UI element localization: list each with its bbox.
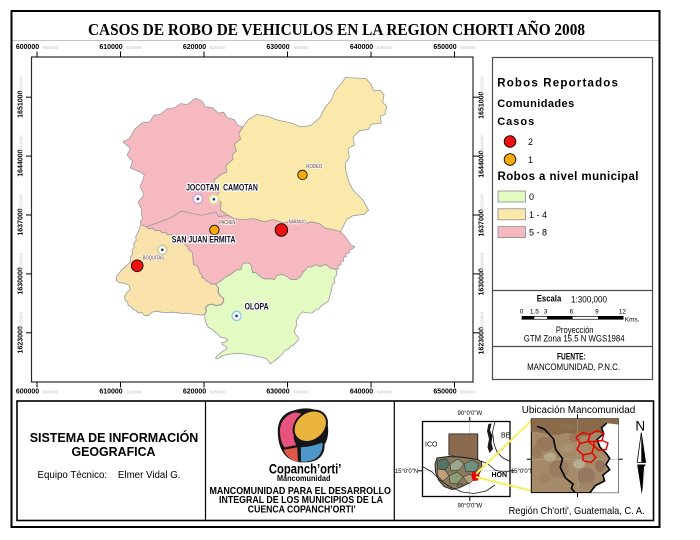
svg-text:0: 0	[529, 192, 534, 202]
svg-text:MANCOMUNIDAD PARA EL DESARROLL: MANCOMUNIDAD PARA EL DESARROLLO	[209, 486, 391, 497]
svg-text:630000: 630000	[293, 45, 309, 50]
svg-text:INTEGRAL DE LOS MUNICIPIOS DE: INTEGRAL DE LOS MUNICIPIOS DE LA	[219, 495, 383, 506]
svg-text:Región Ch'orti', Guatemala, C.: Región Ch'orti', Guatemala, C. A.	[509, 505, 645, 517]
svg-text:610000: 610000	[126, 45, 142, 50]
svg-text:0: 0	[520, 309, 524, 316]
svg-text:1644000: 1644000	[19, 135, 24, 153]
svg-text:HON: HON	[492, 472, 508, 479]
svg-text:Robos a nivel municipal: Robos a nivel municipal	[498, 171, 639, 183]
svg-text:1651000: 1651000	[479, 91, 486, 118]
svg-text:1644000: 1644000	[479, 150, 486, 177]
svg-text:Robos Reportados: Robos Reportados	[497, 77, 618, 89]
svg-text:9: 9	[595, 309, 599, 316]
svg-text:1651000: 1651000	[480, 76, 485, 94]
svg-text:1:300,000: 1:300,000	[571, 295, 607, 306]
svg-text:1651000: 1651000	[18, 90, 25, 117]
svg-text:SAN JUAN ERMITA: SAN JUAN ERMITA	[172, 235, 236, 245]
svg-text:1623000: 1623000	[19, 311, 24, 329]
svg-text:FUENTE:: FUENTE:	[557, 352, 586, 363]
svg-text:CUENCA COPANCH’ORTI’: CUENCA COPANCH’ORTI’	[248, 504, 356, 515]
svg-text:1644000: 1644000	[480, 135, 485, 153]
svg-text:600000: 600000	[16, 44, 39, 51]
svg-text:650000: 650000	[433, 44, 456, 51]
svg-text:Copanch’orti’: Copanch’orti’	[269, 461, 342, 476]
svg-text:Comunidades: Comunidades	[497, 98, 574, 110]
svg-text:1637000: 1637000	[19, 194, 24, 212]
svg-text:GEOGRAFICA: GEOGRAFICA	[72, 445, 156, 459]
svg-text:1630000: 1630000	[480, 253, 485, 271]
svg-text:NARANJO: NARANJO	[289, 219, 306, 225]
svg-text:1: 1	[528, 155, 533, 165]
svg-text:BE: BE	[501, 433, 511, 440]
svg-text:1630000: 1630000	[18, 267, 25, 294]
svg-text:1637000: 1637000	[18, 208, 25, 235]
svg-text:CASOS DE ROBO DE VEHICULOS EN: CASOS DE ROBO DE VEHICULOS EN LA REGION …	[88, 20, 585, 39]
svg-text:600000: 600000	[43, 45, 59, 50]
svg-text:SISTEMA DE INFORMACIÓN: SISTEMA DE INFORMACIÓN	[30, 430, 199, 445]
svg-text:630000: 630000	[266, 389, 289, 396]
svg-text:1644000: 1644000	[18, 149, 25, 176]
svg-text:Escala: Escala	[537, 294, 562, 305]
svg-text:N: N	[635, 419, 645, 434]
svg-text:1 - 4: 1 - 4	[529, 210, 547, 220]
svg-text:620000: 620000	[210, 45, 226, 50]
svg-text:1.5: 1.5	[530, 309, 539, 316]
svg-text:RODEO: RODEO	[306, 164, 322, 170]
svg-text:640000: 640000	[377, 390, 393, 395]
svg-text:12: 12	[619, 309, 627, 316]
svg-text:Kms.: Kms.	[625, 317, 640, 324]
svg-text:610000: 610000	[126, 390, 142, 395]
svg-text:BOQUITAS: BOQUITAS	[143, 255, 165, 261]
svg-text:GTM Zona 15.5 N WGS1984: GTM Zona 15.5 N WGS1984	[524, 333, 625, 344]
svg-text:640000: 640000	[350, 44, 373, 51]
svg-text:OLOPA: OLOPA	[245, 302, 269, 312]
svg-text:1630000: 1630000	[479, 268, 486, 295]
svg-text:PACREN: PACREN	[219, 220, 235, 226]
svg-text:650000: 650000	[460, 390, 476, 395]
svg-text:650000: 650000	[433, 389, 456, 396]
svg-text:90°0'0"W: 90°0'0"W	[457, 411, 482, 417]
svg-text:Mancomunidad: Mancomunidad	[277, 473, 331, 483]
svg-text:620000: 620000	[183, 389, 206, 396]
svg-text:ICO: ICO	[425, 442, 438, 449]
svg-text:MANCOMUNIDAD, P.N.C.: MANCOMUNIDAD, P.N.C.	[527, 362, 620, 373]
svg-text:1623000: 1623000	[480, 311, 485, 329]
svg-text:600000: 600000	[43, 390, 59, 395]
svg-text:Proyección: Proyección	[556, 325, 594, 336]
svg-text:1630000: 1630000	[19, 253, 24, 271]
svg-text:630000: 630000	[266, 44, 289, 51]
svg-text:1623000: 1623000	[479, 327, 486, 354]
svg-text:Casos: Casos	[497, 116, 534, 128]
svg-text:Ubicación Mancomunidad: Ubicación Mancomunidad	[522, 405, 636, 416]
svg-text:1651000: 1651000	[19, 76, 24, 94]
svg-text:1637000: 1637000	[479, 209, 486, 236]
svg-text:650000: 650000	[460, 45, 476, 50]
svg-text:610000: 610000	[99, 44, 122, 51]
svg-text:640000: 640000	[377, 45, 393, 50]
svg-text:5 - 8: 5 - 8	[529, 228, 547, 238]
svg-text:6: 6	[570, 309, 574, 316]
svg-text:JOCOTAN CAMOTAN: JOCOTAN CAMOTAN	[186, 183, 258, 193]
svg-text:2: 2	[528, 137, 533, 147]
svg-text:630000: 630000	[293, 390, 309, 395]
svg-text:640000: 640000	[350, 389, 373, 396]
svg-text:1637000: 1637000	[480, 194, 485, 212]
svg-text:3: 3	[544, 309, 548, 316]
svg-text:620000: 620000	[210, 390, 226, 395]
svg-text:620000: 620000	[183, 44, 206, 51]
svg-text:1623000: 1623000	[18, 326, 25, 353]
svg-text:Equipo Técnico: Elmer Vidal: Equipo Técnico: Elmer Vidal G.	[38, 470, 181, 481]
svg-text:15°0'0"N: 15°0'0"N	[511, 469, 534, 475]
svg-text:90°0'0"W: 90°0'0"W	[457, 504, 482, 510]
svg-text:15°0'0"N: 15°0'0"N	[395, 469, 418, 475]
svg-text:600000: 600000	[16, 389, 39, 396]
svg-text:610000: 610000	[99, 389, 122, 396]
